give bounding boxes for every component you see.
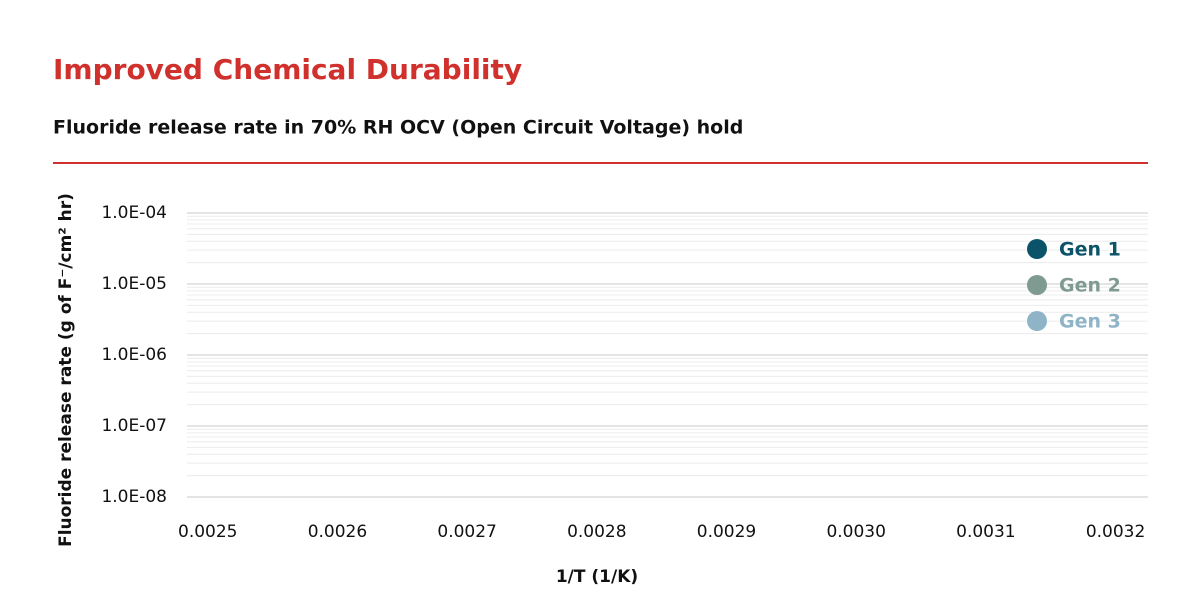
legend-label: Gen 2 [1059,275,1121,297]
x-tick-label: 0.0031 [956,522,1015,542]
x-tick-label: 0.0026 [308,522,367,542]
x-tick-label: 0.0030 [826,522,885,542]
x-axis-label: 1/T (1/K) [556,567,638,587]
chart-title: Improved Chemical Durability [53,53,522,86]
y-tick-label: 1.0E-08 [101,487,167,507]
x-tick-label: 0.0032 [1086,522,1145,542]
x-tick-label: 0.0029 [697,522,756,542]
legend-marker [1027,239,1047,259]
x-tick-label: 0.0028 [567,522,626,542]
y-tick-label: 1.0E-05 [101,274,167,294]
legend-label: Gen 1 [1059,239,1121,261]
y-tick-label: 1.0E-07 [101,416,167,436]
y-tick-label: 1.0E-06 [101,345,167,365]
chart-subtitle: Fluoride release rate in 70% RH OCV (Ope… [53,117,743,139]
legend-label: Gen 3 [1059,311,1121,333]
y-tick-label: 1.0E-04 [101,203,167,223]
legend-marker [1027,275,1047,295]
y-axis-label: Fluoride release rate (g of F⁻/cm² hr) [56,193,76,547]
x-tick-label: 0.0027 [437,522,496,542]
x-tick-label: 0.0025 [178,522,237,542]
legend-marker [1027,311,1047,331]
